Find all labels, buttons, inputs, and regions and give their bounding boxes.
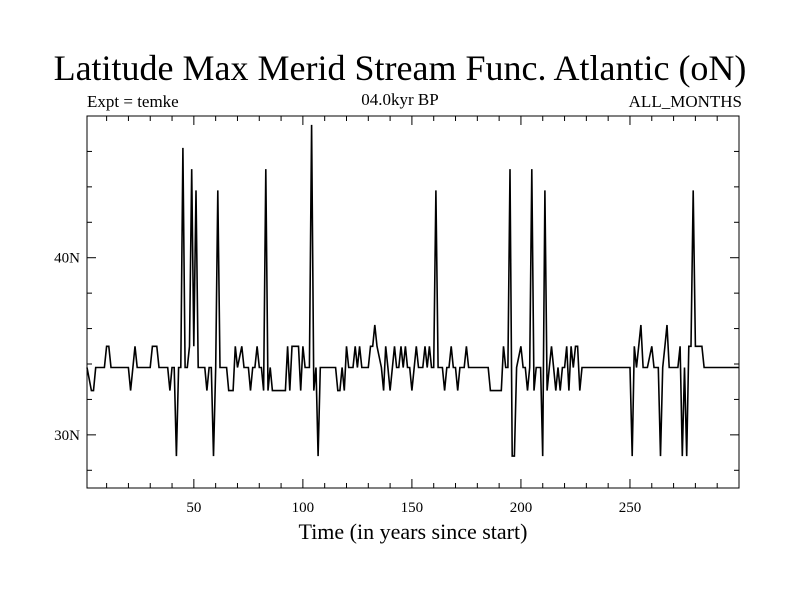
axis-ticks xyxy=(87,116,740,488)
x-tick-label: 250 xyxy=(619,500,642,516)
x-tick-label: 150 xyxy=(401,500,424,516)
y-tick-label: 30N xyxy=(54,428,80,444)
x-tick-label: 50 xyxy=(186,500,201,516)
axis-tick-labels: 50 100 150 200 250 30N 40N xyxy=(54,251,641,516)
plot-frame xyxy=(86,115,740,489)
x-axis-label: Time (in years since start) xyxy=(298,519,528,544)
x-tick-label: 200 xyxy=(510,500,533,516)
chart-title: Latitude Max Merid Stream Func. Atlantic… xyxy=(53,48,747,88)
experiment-label: Expt = temke xyxy=(87,92,179,111)
months-label: ALL_MONTHS xyxy=(628,92,742,111)
period-label: 04.0kyr BP xyxy=(361,90,439,109)
y-tick-label: 40N xyxy=(54,251,80,267)
series-line xyxy=(86,124,739,457)
x-tick-label: 100 xyxy=(292,500,315,516)
